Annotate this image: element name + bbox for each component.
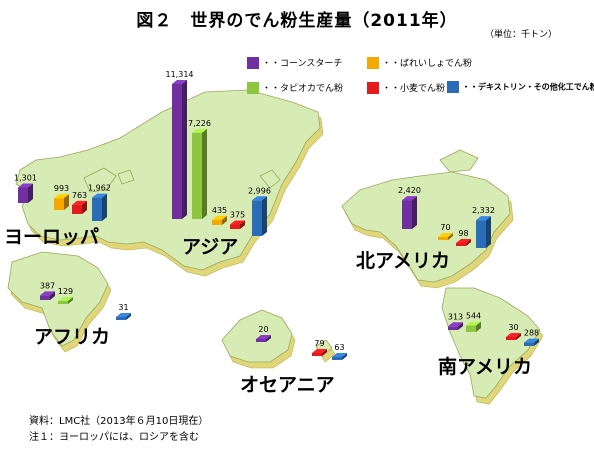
- bar-potato: 435: [212, 206, 227, 225]
- bar-tapioca: 129: [58, 287, 73, 304]
- chart-title: 図２ 世界のでん粉生産量（2011年）: [136, 11, 458, 31]
- bar-wheat: 98: [456, 229, 471, 246]
- data-label-modified: 288: [524, 329, 539, 338]
- data-label-corn: 11,314: [166, 70, 194, 79]
- data-label-corn: 387: [40, 281, 55, 290]
- legend-label-potato: ・・ばれいしょでん粉: [382, 59, 473, 69]
- region-label-africa: アフリカ: [34, 326, 111, 348]
- notes: 資料：LMC社（2013年６月10日現在） 注１：ヨーロッパには、ロシアを含む: [29, 414, 208, 446]
- legend-label-wheat: ・・小麦でん粉: [382, 84, 446, 94]
- bar-corn: 313: [448, 312, 463, 330]
- data-label-corn: 313: [448, 312, 463, 321]
- bar-modified: 31: [116, 303, 131, 320]
- bar-corn: 387: [40, 281, 55, 300]
- legend-swatch-corn: [247, 56, 259, 69]
- bar-modified: 2,996: [248, 186, 271, 236]
- data-label-modified: 2,996: [248, 186, 271, 195]
- data-label-potato: 70: [440, 223, 450, 232]
- bar-wheat: 763: [72, 191, 87, 214]
- data-label-tapioca: 7,226: [188, 119, 211, 128]
- data-label-corn: 1,301: [14, 173, 37, 182]
- legend-item-modified: ・・デキストリン・その他化工でん粉: [447, 81, 594, 93]
- region-label-oceania: オセアニア: [240, 374, 335, 396]
- bar-potato: 993: [54, 184, 69, 210]
- data-label-wheat: 30: [508, 323, 518, 332]
- data-label-modified: 2,332: [472, 206, 495, 215]
- data-label-tapioca: 129: [58, 287, 73, 296]
- data-label-wheat: 98: [458, 229, 468, 238]
- data-label-tapioca: 544: [466, 312, 481, 321]
- legend-item-corn: ・・コーンスターチ: [247, 56, 342, 69]
- bar-tapioca: 7,226: [188, 119, 211, 219]
- data-label-corn: 20: [258, 325, 268, 334]
- bar-modified: 1,962: [88, 184, 111, 221]
- data-label-wheat: 763: [72, 191, 87, 200]
- bar-modified: 2,332: [472, 206, 495, 248]
- legend-item-potato: ・・ばれいしょでん粉: [367, 56, 472, 69]
- data-label-corn: 2,420: [398, 186, 421, 195]
- data-label-potato: 993: [54, 184, 69, 193]
- legend-swatch-modified: [447, 81, 459, 93]
- legend-swatch-potato: [367, 56, 379, 69]
- note-source: 資料：LMC社（2013年６月10日現在）: [29, 416, 209, 427]
- legend-item-tapioca: ・・タピオカでん粉: [247, 81, 343, 94]
- data-label-modified: 31: [118, 303, 128, 312]
- data-label-potato: 435: [212, 206, 227, 215]
- data-label-modified: 1,962: [88, 184, 111, 193]
- bar-potato: 70: [438, 223, 453, 240]
- bar-wheat: 30: [506, 323, 521, 340]
- bar-corn: 20: [256, 325, 271, 342]
- region-label-south-america: 南アメリカ: [438, 356, 533, 378]
- legend-swatch-wheat: [367, 81, 379, 94]
- bar-wheat: 375: [230, 211, 245, 229]
- legend-item-wheat: ・・小麦でん粉: [367, 81, 445, 94]
- region-label-north-america: 北アメリカ: [356, 250, 451, 272]
- note-1: 注１：ヨーロッパには、ロシアを含む: [29, 432, 199, 443]
- bar-corn: 2,420: [398, 186, 421, 229]
- bar-tapioca: 544: [466, 312, 481, 332]
- bar-corn: 11,314: [166, 70, 194, 219]
- region-label-europe: ヨーロッパ: [4, 226, 100, 248]
- bar-corn: 1,301: [14, 173, 37, 203]
- bar-modified: 288: [524, 329, 539, 346]
- world-map-land: [7, 89, 544, 405]
- bar-modified: 63: [332, 343, 347, 360]
- legend-label-modified: ・・デキストリン・その他化工でん粉: [462, 82, 594, 92]
- legend-label-tapioca: ・・タピオカでん粉: [262, 84, 344, 94]
- data-label-modified: 63: [334, 343, 344, 352]
- data-label-wheat: 375: [230, 211, 245, 220]
- legend: ・・コーンスターチ ・・ばれいしょでん粉 ・・タピオカでん粉 ・・小麦でん粉 ・…: [245, 54, 594, 98]
- legend-label-corn: ・・コーンスターチ: [262, 59, 343, 69]
- legend-swatch-tapioca: [247, 81, 259, 94]
- unit-label: （単位：千トン）: [485, 30, 558, 40]
- region-label-asia: アジア: [182, 236, 239, 258]
- bar-wheat: 79: [312, 339, 327, 356]
- data-label-wheat: 79: [314, 339, 324, 348]
